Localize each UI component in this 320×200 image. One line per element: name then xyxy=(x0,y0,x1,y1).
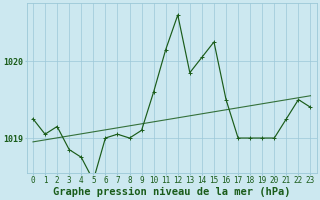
X-axis label: Graphe pression niveau de la mer (hPa): Graphe pression niveau de la mer (hPa) xyxy=(53,186,291,197)
